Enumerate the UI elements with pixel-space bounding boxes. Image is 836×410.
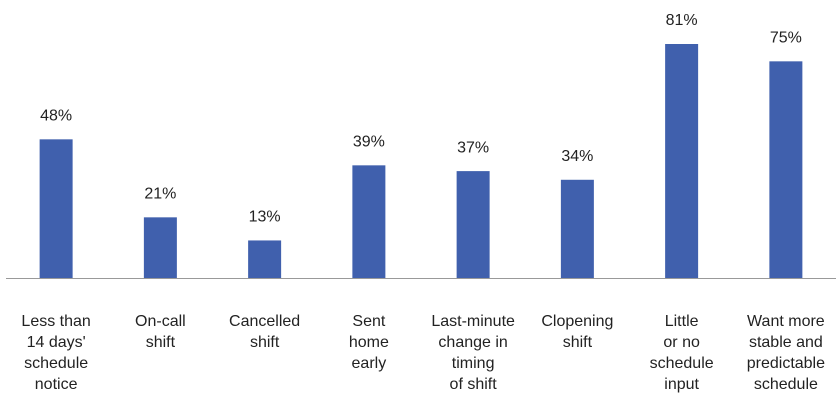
bar xyxy=(560,179,594,278)
value-label: 21% xyxy=(144,186,176,203)
value-label: 75% xyxy=(770,30,802,47)
x-tick-label: Less than xyxy=(21,313,90,330)
x-tick-label: of shift xyxy=(450,376,498,393)
value-label: 13% xyxy=(249,209,281,226)
x-tick-label: input xyxy=(664,376,699,393)
x-tick-label: or no xyxy=(663,334,700,351)
value-label: 37% xyxy=(457,139,489,156)
value-label: 81% xyxy=(666,12,698,29)
x-tick-label: early xyxy=(352,355,387,372)
value-label: 48% xyxy=(40,108,72,125)
bar xyxy=(143,217,177,278)
bar xyxy=(665,44,699,278)
bar xyxy=(39,139,73,278)
bar xyxy=(769,61,803,279)
x-tick-label: Sent xyxy=(352,313,385,330)
x-tick-label: notice xyxy=(35,376,78,393)
x-tick-label: On-call xyxy=(135,313,186,330)
x-tick-label: Cancelled xyxy=(229,313,300,330)
x-tick-label: stable and xyxy=(749,334,823,351)
x-tick-label: shift xyxy=(146,334,176,351)
x-tick-label: Last-minute xyxy=(431,313,515,330)
bar xyxy=(248,240,282,278)
x-tick-label: change in xyxy=(438,334,507,351)
x-tick-label: Clopening xyxy=(541,313,613,330)
x-tick-label: timing xyxy=(452,355,495,372)
bar xyxy=(456,171,490,278)
x-tick-label: Want more xyxy=(747,313,825,330)
x-tick-label: Little xyxy=(665,313,699,330)
x-tick-label: 14 days' xyxy=(27,334,86,351)
value-label: 39% xyxy=(353,134,385,151)
bar xyxy=(352,165,386,278)
x-tick-label: schedule xyxy=(754,376,818,393)
x-tick-label: schedule xyxy=(24,355,88,372)
x-tick-label: shift xyxy=(563,334,593,351)
value-label: 34% xyxy=(561,148,593,165)
x-tick-label: home xyxy=(349,334,389,351)
x-tick-label: schedule xyxy=(650,355,714,372)
x-tick-label: predictable xyxy=(747,355,825,372)
x-tick-label: shift xyxy=(250,334,280,351)
